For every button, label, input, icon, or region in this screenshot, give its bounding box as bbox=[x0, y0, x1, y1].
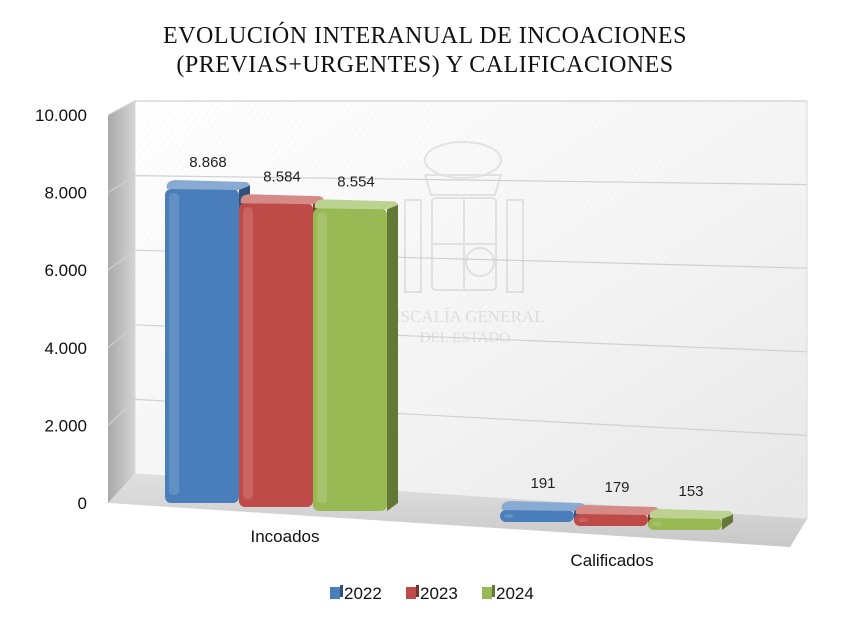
chart-title: EVOLUCIÓN INTERANUAL DE INCOACIONES (PRE… bbox=[163, 22, 687, 78]
bars bbox=[165, 180, 733, 530]
legend-swatch bbox=[482, 587, 492, 599]
bar-incoados-2023 bbox=[239, 194, 324, 507]
legend-item-2022: 2022 bbox=[330, 584, 382, 603]
bar-calificados-2024 bbox=[648, 509, 733, 530]
y-tick-label: 0 bbox=[78, 494, 87, 513]
y-tick-label: 6.000 bbox=[44, 261, 87, 280]
gridline-2 bbox=[107, 324, 808, 353]
y-tick-label: 2.000 bbox=[44, 416, 87, 435]
bar-calificados-2023 bbox=[574, 505, 659, 526]
legend-swatch bbox=[406, 587, 416, 599]
gridline-5 bbox=[107, 100, 807, 116]
chart-title-line-1: EVOLUCIÓN INTERANUAL DE INCOACIONES bbox=[163, 22, 687, 49]
gridline-3 bbox=[107, 249, 808, 271]
y-tick-label: 8.000 bbox=[44, 184, 87, 203]
emblem-icon bbox=[404, 141, 524, 293]
bar-incoados-2022 bbox=[165, 180, 250, 504]
legend-swatch bbox=[330, 587, 340, 599]
y-tick-label: 4.000 bbox=[44, 339, 87, 358]
data-label-incoados-2024: 8.554 bbox=[337, 173, 375, 190]
side-wall bbox=[108, 101, 135, 503]
chart-title-line-2: (PREVIAS+URGENTES) Y CALIFICACIONES bbox=[176, 52, 673, 78]
gridline-1 bbox=[107, 398, 808, 436]
data-label-calificados-2023: 179 bbox=[604, 479, 629, 496]
x-axis-categories: Incoados Calificados bbox=[251, 527, 654, 570]
data-label-incoados-2023: 8.584 bbox=[263, 168, 301, 185]
gridline-4 bbox=[107, 174, 808, 194]
category-label-calificados: Calificados bbox=[570, 551, 653, 570]
legend: 2022 2023 2024 bbox=[330, 584, 534, 603]
legend-label: 2023 bbox=[420, 584, 458, 603]
legend-item-2023: 2023 bbox=[406, 584, 458, 603]
legend-label: 2024 bbox=[496, 584, 534, 603]
bar-incoados-2024 bbox=[313, 199, 398, 511]
data-label-calificados-2024: 153 bbox=[678, 483, 703, 500]
watermark-emblem: FISCALÍA GENERAL DEL ESTADO bbox=[385, 141, 545, 346]
category-label-incoados: Incoados bbox=[251, 527, 320, 546]
gridlines bbox=[107, 100, 808, 436]
y-axis-ticks: 0 2.000 4.000 6.000 8.000 10.000 bbox=[35, 106, 87, 513]
legend-item-2024: 2024 bbox=[482, 584, 534, 603]
legend-label: 2022 bbox=[344, 584, 382, 603]
data-labels: 8.868 8.584 8.554 191 179 153 bbox=[189, 154, 703, 500]
y-tick-label: 10.000 bbox=[35, 106, 87, 125]
watermark-line-1: FISCALÍA GENERAL bbox=[385, 307, 544, 326]
data-label-calificados-2022: 191 bbox=[530, 475, 555, 492]
data-label-incoados-2022: 8.868 bbox=[189, 154, 227, 171]
